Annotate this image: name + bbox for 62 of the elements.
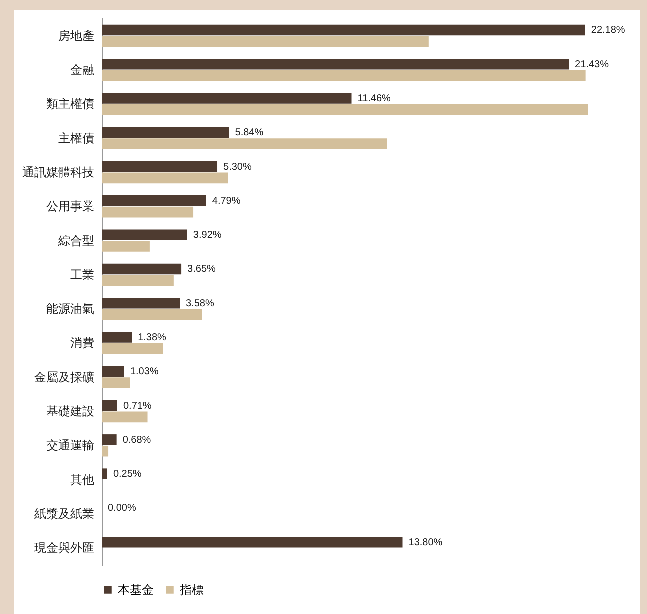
- y-tick-label: 消費: [70, 336, 94, 350]
- data-label: 0.00%: [108, 503, 136, 514]
- bar: [102, 332, 132, 343]
- y-tick-label: 現金與外匯: [34, 541, 94, 556]
- data-label: 22.18%: [591, 25, 626, 36]
- y-tick-label: 房地產: [58, 28, 94, 43]
- bar: [102, 138, 388, 150]
- bar: [102, 230, 188, 240]
- legend-label: 指標: [179, 583, 204, 597]
- bar: [102, 309, 202, 320]
- bar: [102, 104, 588, 116]
- data-label: 0.68%: [122, 434, 152, 446]
- y-tick-label: 金融: [70, 63, 94, 78]
- bar: [102, 172, 228, 184]
- bar: [102, 36, 429, 48]
- data-label: 3.92%: [193, 230, 222, 242]
- bar: [102, 344, 164, 354]
- y-tick-label: 公用事業: [46, 200, 94, 214]
- bar: [102, 206, 194, 218]
- bar: [102, 446, 109, 457]
- bar: [102, 93, 352, 104]
- bar: [102, 161, 218, 172]
- y-tick-label: 交通運輸: [46, 438, 94, 453]
- bar: [102, 275, 174, 286]
- bar: [102, 298, 180, 309]
- bar: [102, 70, 586, 82]
- y-tick-label: 綜合型: [58, 234, 94, 248]
- bar: [102, 434, 117, 446]
- data-label: 0.71%: [123, 400, 152, 412]
- y-tick-label: 主權債: [58, 131, 94, 146]
- data-label: 1.03%: [130, 366, 159, 378]
- bar: [102, 536, 403, 548]
- data-label: 4.79%: [212, 196, 241, 207]
- data-label: 1.38%: [138, 332, 167, 344]
- data-label: 21.43%: [575, 59, 610, 70]
- bar: [102, 24, 586, 36]
- y-tick-label: 通訊媒體科技: [22, 166, 94, 180]
- bar: [102, 378, 130, 388]
- bar: [102, 58, 570, 70]
- y-tick-label: 類主權債: [46, 97, 94, 112]
- y-tick-label: 其他: [70, 472, 94, 487]
- y-tick-label: 金屬及採礦: [34, 370, 94, 384]
- bar: [102, 468, 108, 480]
- bar: [102, 264, 182, 275]
- bar: [102, 400, 118, 412]
- data-label: 11.46%: [358, 94, 392, 105]
- data-label: 5.30%: [224, 162, 252, 173]
- data-label: 13.80%: [408, 537, 443, 548]
- bar: [102, 412, 148, 423]
- y-tick-label: 能源油氣: [46, 302, 94, 316]
- bar: [102, 196, 206, 206]
- y-tick-label: 工業: [70, 268, 94, 282]
- data-label: 5.84%: [235, 128, 264, 139]
- y-tick-label: 基礎建設: [46, 404, 94, 418]
- y-tick-label: 紙漿及紙業: [34, 506, 94, 521]
- data-label: 3.65%: [188, 264, 216, 276]
- data-label: 3.58%: [186, 298, 214, 310]
- legend-label: 本基金: [118, 583, 154, 597]
- data-label: 0.25%: [113, 469, 142, 480]
- bar: [102, 241, 150, 252]
- bar: [102, 366, 124, 378]
- bar: [102, 127, 230, 138]
